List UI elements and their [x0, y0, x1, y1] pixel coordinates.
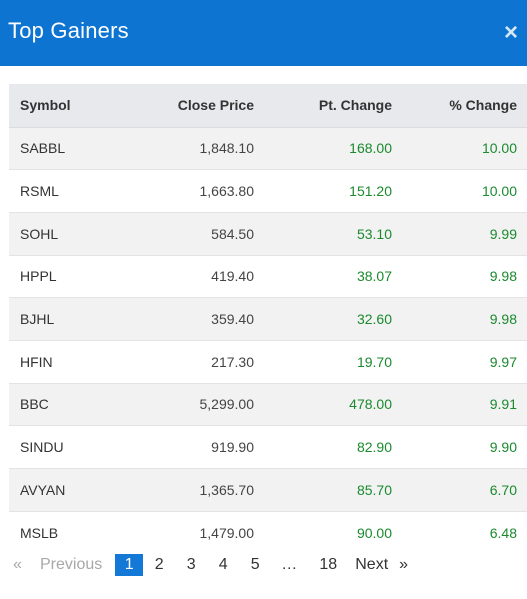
pct-change-cell: 6.70 [405, 468, 527, 512]
modal-title: Top Gainers [8, 18, 129, 43]
table-row[interactable]: BJHL 359.40 32.60 9.98 [9, 297, 527, 341]
pt-change-cell: 38.07 [266, 254, 405, 298]
gainers-table: Symbol Close Price Pt. Change % Change S… [9, 84, 527, 554]
pt-change-cell: 168.00 [266, 126, 405, 170]
symbol-cell[interactable]: HFIN [9, 339, 130, 384]
pct-change-cell: 9.90 [405, 425, 527, 469]
symbol-cell[interactable]: SINDU [9, 425, 130, 469]
symbol-cell[interactable]: AVYAN [9, 468, 130, 512]
close-price-cell: 1,365.70 [130, 468, 266, 512]
page-link-3[interactable]: 3 [186, 556, 196, 573]
pct-change-cell: 9.99 [405, 211, 527, 256]
page-ellipsis: … [281, 556, 298, 573]
close-price-cell: 1,479.00 [130, 510, 266, 554]
symbol-cell[interactable]: BJHL [9, 297, 130, 341]
close-price-cell: 5,299.00 [130, 382, 266, 426]
pct-change-cell: 9.97 [405, 339, 527, 384]
close-price-cell: 1,848.10 [130, 126, 266, 170]
next-arrow-icon[interactable]: » [399, 556, 409, 573]
symbol-cell[interactable]: SOHL [9, 211, 130, 256]
pt-change-cell: 82.90 [266, 425, 405, 469]
close-icon[interactable]: × [503, 19, 518, 46]
table-row[interactable]: HPPL 419.40 38.07 9.98 [9, 254, 527, 298]
page-link-2[interactable]: 2 [154, 556, 164, 573]
table-row[interactable]: AVYAN 1,365.70 85.70 6.70 [9, 468, 527, 512]
column-header-close-price[interactable]: Close Price [130, 84, 266, 128]
next-page-link[interactable]: Next [355, 556, 389, 573]
pt-change-cell: 32.60 [266, 297, 405, 341]
pct-change-cell: 10.00 [405, 169, 527, 213]
page-link-18[interactable]: 18 [319, 556, 338, 573]
table-row[interactable]: SOHL 584.50 53.10 9.99 [9, 211, 527, 256]
pt-change-cell: 19.70 [266, 339, 405, 384]
table-row[interactable]: HFIN 217.30 19.70 9.97 [9, 339, 527, 384]
table-row[interactable]: BBC 5,299.00 478.00 9.91 [9, 382, 527, 426]
close-price-cell: 919.90 [130, 425, 266, 469]
symbol-cell[interactable]: BBC [9, 382, 130, 426]
close-price-cell: 217.30 [130, 339, 266, 384]
pt-change-cell: 85.70 [266, 468, 405, 512]
symbol-cell[interactable]: HPPL [9, 254, 130, 298]
page-link-4[interactable]: 4 [218, 556, 228, 573]
pct-change-cell: 6.48 [405, 510, 527, 554]
close-price-cell: 584.50 [130, 211, 266, 256]
pct-change-cell: 9.98 [405, 297, 527, 341]
column-header-symbol[interactable]: Symbol [9, 84, 130, 128]
pt-change-cell: 151.20 [266, 169, 405, 213]
pct-change-cell: 9.91 [405, 382, 527, 426]
table-row[interactable]: RSML 1,663.80 151.20 10.00 [9, 169, 527, 213]
modal-header: Top Gainers × [0, 0, 527, 66]
pt-change-cell: 90.00 [266, 510, 405, 554]
previous-page-link: Previous [40, 556, 103, 573]
pt-change-cell: 478.00 [266, 382, 405, 426]
pct-change-cell: 9.98 [405, 254, 527, 298]
gainers-table-container: Symbol Close Price Pt. Change % Change S… [9, 84, 527, 554]
pct-change-cell: 10.00 [405, 126, 527, 170]
symbol-cell[interactable]: RSML [9, 169, 130, 213]
close-price-cell: 359.40 [130, 297, 266, 341]
table-header-row: Symbol Close Price Pt. Change % Change [9, 84, 527, 128]
symbol-cell[interactable]: MSLB [9, 510, 130, 554]
symbol-cell[interactable]: SABBL [9, 126, 130, 170]
table-row[interactable]: MSLB 1,479.00 90.00 6.48 [9, 510, 527, 554]
close-price-cell: 1,663.80 [130, 169, 266, 213]
table-row[interactable]: SINDU 919.90 82.90 9.90 [9, 425, 527, 469]
pagination: « Previous 1 2 3 4 5 … 18 Next » [13, 553, 408, 577]
page-link-5[interactable]: 5 [250, 556, 260, 573]
page-link-1[interactable]: 1 [115, 554, 144, 576]
table-row[interactable]: SABBL 1,848.10 168.00 10.00 [9, 126, 527, 170]
pt-change-cell: 53.10 [266, 211, 405, 256]
column-header-pt-change[interactable]: Pt. Change [266, 84, 405, 128]
previous-arrow-icon: « [13, 556, 22, 573]
column-header-pct-change[interactable]: % Change [405, 84, 527, 128]
close-price-cell: 419.40 [130, 254, 266, 298]
